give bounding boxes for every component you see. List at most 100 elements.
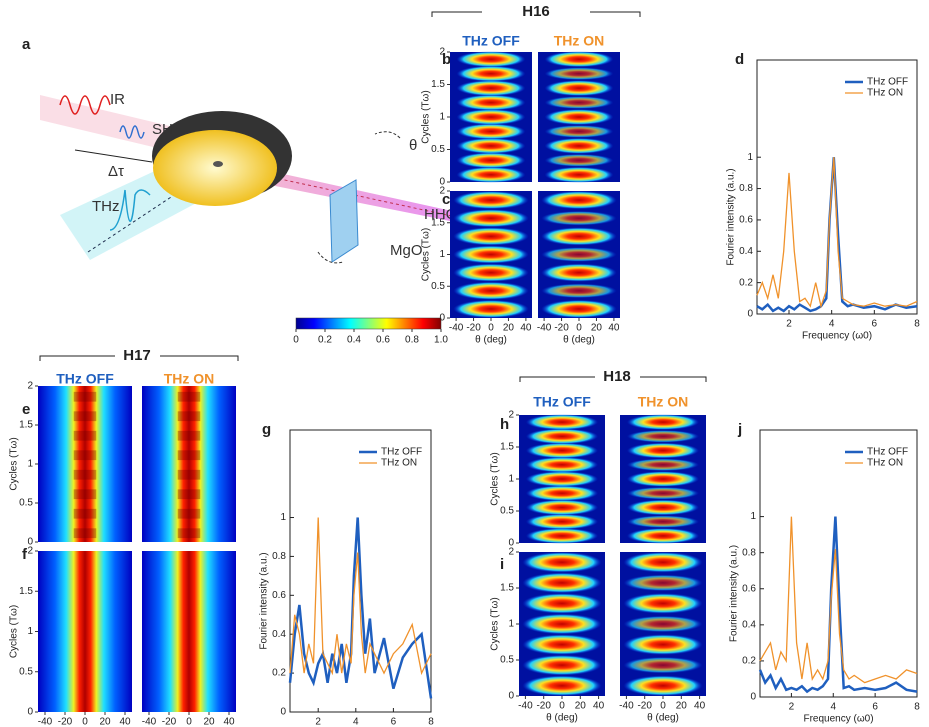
x-tick-label: 6 (391, 717, 397, 727)
y-tick-label: 0 (747, 309, 753, 320)
colorbar (295, 317, 442, 330)
heatmap-blob (541, 210, 617, 226)
x-tick-label: 2 (789, 702, 795, 713)
heatmap-blob (522, 675, 602, 696)
schematic-label: IR (110, 91, 125, 108)
y-tick-label: 0 (508, 538, 514, 549)
legend-label: THz ON (867, 88, 903, 99)
x-tick-label: 8 (428, 717, 434, 727)
heatmap-blob (626, 414, 700, 430)
panel-label: f (22, 546, 28, 563)
heatmap-blob (544, 67, 614, 81)
colorbar-label: 0.4 (347, 335, 361, 346)
x-tick-label: -40 (142, 717, 157, 727)
y-tick-label: 0.2 (742, 656, 756, 667)
x-tick-label: 20 (591, 323, 603, 334)
heatmap-blob (525, 414, 599, 430)
heatmap-blob (544, 96, 614, 109)
x-tick-label: 0 (576, 323, 582, 334)
y-tick-label: 0.5 (19, 498, 33, 509)
heatmap-blob (626, 528, 700, 544)
y-axis-label: Fourier intensity (a.u.) (729, 545, 740, 642)
heatmap-blob (544, 109, 614, 125)
heatmap-blob (626, 499, 700, 516)
x-tick-label: 0 (660, 701, 666, 712)
y-tick-label: 1 (747, 152, 753, 163)
y-tick-label: 2 (27, 546, 33, 557)
y-tick-label: 1 (508, 619, 514, 630)
y-axis-label: Cycles (Tω) (490, 452, 501, 505)
y-tick-label: 1.5 (19, 420, 33, 431)
y-tick-label: 0.8 (742, 547, 756, 558)
x-tick-label: 40 (593, 701, 605, 712)
x-tick-label: 40 (520, 323, 532, 334)
colorbar-label: 0 (293, 335, 299, 346)
x-tick-label: -40 (449, 323, 464, 334)
heatmap-band (73, 411, 97, 422)
x-tick-label: -20 (58, 717, 73, 727)
heatmap-blob (522, 613, 602, 635)
heatmap-blob (623, 552, 703, 573)
heatmap-band (73, 450, 97, 461)
heatmap-blob (456, 109, 526, 125)
x-tick-label: 8 (914, 319, 920, 330)
heatmap-band (73, 430, 97, 441)
x-tick-label: -40 (38, 717, 53, 727)
y-tick-label: 1 (508, 474, 514, 485)
panel-label: b (442, 51, 451, 68)
x-axis-label: θ (deg) (563, 335, 595, 346)
x-axis-label: θ (deg) (546, 713, 578, 724)
heatmap-band (73, 489, 97, 500)
legend-label: THz OFF (381, 447, 422, 458)
series-line (756, 157, 918, 309)
heatmap-blob (456, 137, 526, 154)
on-label: THz ON (638, 394, 689, 410)
heatmap-band (73, 508, 97, 519)
colorbar-label: 0.8 (405, 335, 419, 346)
x-axis-label: θ (deg) (647, 713, 679, 724)
schematic-label: MgO (390, 242, 423, 259)
schematic-label: Δτ (108, 163, 124, 180)
y-tick-label: 0.5 (19, 666, 33, 677)
schematic-label: SH (152, 121, 173, 138)
y-tick-label: 2 (508, 547, 514, 558)
x-tick-label: -20 (637, 701, 652, 712)
heatmap-blob (544, 153, 614, 167)
y-tick-label: 0.8 (739, 183, 753, 194)
y-tick-label: 2 (508, 410, 514, 421)
heatmap-band (73, 469, 97, 480)
x-axis-label: Frequency (ω0) (802, 331, 872, 342)
y-tick-label: 0.5 (500, 655, 514, 666)
plot-frame (289, 429, 432, 713)
heatmap-band (73, 528, 97, 539)
legend-label: THz ON (867, 458, 903, 469)
y-tick-label: 1.5 (19, 586, 33, 597)
x-tick-label: -40 (537, 323, 552, 334)
heatmap-blob (456, 166, 526, 183)
heatmap-blob (453, 245, 529, 264)
y-tick-label: 2 (27, 381, 33, 392)
heatmap-band (73, 391, 97, 402)
x-tick-label: 0 (488, 323, 494, 334)
heatmap-blob (544, 125, 614, 138)
x-axis-label: Frequency (ω0) (803, 714, 873, 725)
y-axis-label: Fourier intensity (a.u.) (726, 168, 737, 265)
y-tick-label: 1 (27, 626, 33, 637)
panel-label: d (735, 51, 744, 68)
off-label: THz OFF (533, 394, 591, 410)
x-tick-label: 4 (830, 702, 836, 713)
y-tick-label: 0.5 (500, 506, 514, 517)
x-tick-label: 6 (872, 319, 878, 330)
heatmap-blob (522, 572, 602, 594)
heatmap-blob (522, 593, 602, 614)
x-tick-label: -40 (619, 701, 634, 712)
x-tick-label: 20 (203, 717, 215, 727)
off-label: THz OFF (56, 371, 114, 387)
heatmap-blob (626, 430, 700, 443)
series-line (289, 517, 432, 676)
y-tick-label: 0 (750, 692, 756, 703)
heatmap-blob (456, 80, 526, 97)
y-tick-label: 1 (750, 511, 756, 522)
x-tick-label: 2 (315, 717, 321, 727)
y-axis-label: Cycles (Tω) (421, 90, 432, 143)
